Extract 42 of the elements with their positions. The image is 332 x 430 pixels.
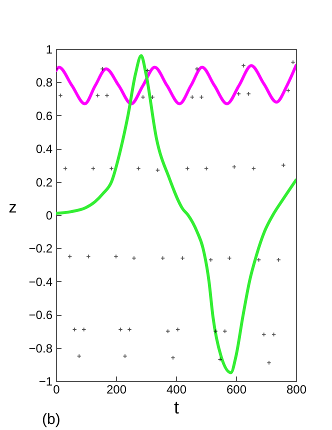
point — [136, 166, 141, 171]
point — [150, 94, 155, 100]
line-series — [56, 64, 296, 106]
y-tick-label: 0 — [46, 208, 53, 222]
point — [58, 93, 63, 98]
point — [76, 354, 82, 358]
point — [109, 166, 114, 171]
point — [86, 254, 91, 259]
y-axis-title: z — [8, 200, 17, 216]
point — [127, 327, 132, 332]
y-tick-label: 1 — [46, 42, 53, 56]
point — [140, 94, 146, 100]
y-tick-label: 0.6 — [36, 108, 53, 123]
line-series — [56, 54, 296, 374]
point — [122, 354, 128, 358]
text: (b) — [42, 411, 60, 428]
point — [145, 68, 150, 73]
point — [218, 357, 222, 362]
y-tick-label: −1 — [38, 374, 53, 388]
x-tick-label: 400 — [166, 382, 187, 396]
point — [241, 63, 246, 68]
point — [104, 93, 110, 98]
point — [114, 254, 118, 259]
x-tick-label: 800 — [286, 382, 307, 396]
point — [118, 327, 123, 332]
x-tick-label: 600 — [226, 382, 247, 396]
point — [185, 166, 190, 171]
y-tick-label: 0.4 — [36, 142, 53, 156]
point — [194, 66, 200, 72]
y-tick-label: 0.8 — [36, 76, 53, 90]
y-tick-label: −0.6 — [28, 308, 53, 322]
point — [100, 66, 105, 72]
y-tick-label: 0.2 — [36, 175, 53, 190]
x-tick-label: 200 — [106, 382, 127, 396]
y-tick-label: −0.8 — [28, 341, 53, 356]
point — [72, 327, 77, 332]
point — [262, 332, 266, 337]
y-tick-label: −0.4 — [28, 274, 53, 289]
x-axis-title: t — [174, 398, 180, 418]
y-tick-label: −0.2 — [28, 242, 53, 256]
point — [199, 94, 204, 100]
point — [82, 327, 86, 332]
